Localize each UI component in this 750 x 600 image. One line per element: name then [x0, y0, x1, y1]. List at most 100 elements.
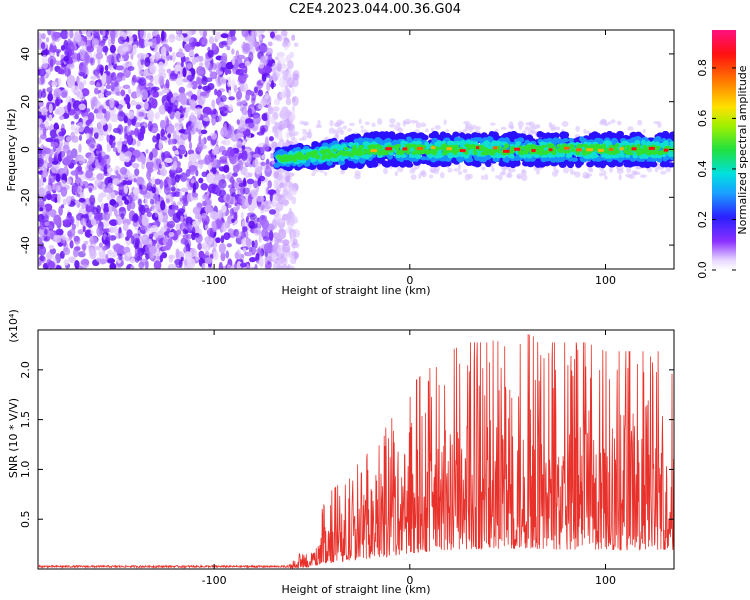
noise-blob — [160, 128, 166, 138]
noise-blob — [69, 228, 76, 237]
noise-blob — [170, 264, 176, 269]
noise-blob — [108, 134, 114, 140]
noise-blob — [109, 219, 118, 227]
halo-blob — [642, 128, 646, 133]
halo-blob — [517, 120, 524, 128]
halo-blob — [633, 171, 638, 176]
noise-blob — [90, 75, 98, 80]
noise-blob — [39, 207, 44, 212]
noise-blob — [289, 255, 296, 264]
noise-blob — [178, 259, 183, 269]
noise-blob — [52, 160, 59, 165]
noise-blob — [158, 139, 163, 151]
noise-blob — [220, 252, 226, 262]
noise-blob — [53, 214, 62, 226]
noise-blob — [160, 30, 165, 42]
noise-blob — [86, 30, 91, 40]
noise-blob — [191, 56, 197, 65]
noise-blob — [167, 133, 172, 139]
noise-blob — [236, 203, 240, 211]
noise-blob — [60, 179, 67, 188]
halo-blob — [575, 125, 581, 132]
noise-blob — [202, 30, 207, 38]
noise-blob — [118, 112, 126, 117]
noise-blob — [177, 144, 186, 155]
halo-blob — [445, 129, 450, 133]
noise-blob — [211, 211, 219, 221]
noise-blob — [207, 135, 212, 141]
halo-blob — [415, 122, 422, 129]
noise-blob — [141, 155, 146, 165]
noise-blob — [136, 52, 146, 60]
noise-blob — [262, 235, 270, 242]
noise-blob — [255, 30, 263, 38]
noise-blob — [159, 254, 164, 263]
noise-blob — [204, 257, 213, 265]
halo-blob — [453, 168, 460, 172]
noise-blob — [94, 87, 99, 95]
noise-blob — [158, 163, 162, 169]
signal-blob — [429, 161, 438, 168]
noise-blob — [55, 60, 62, 66]
noise-blob — [68, 51, 73, 56]
signal-blob — [388, 151, 394, 156]
halo-blob — [334, 121, 342, 128]
noise-blob — [132, 150, 138, 156]
halo-blob — [389, 118, 396, 124]
signal-blob — [492, 157, 500, 163]
noise-blob — [114, 208, 118, 217]
noise-blob — [209, 71, 218, 80]
signal-blob — [543, 160, 551, 167]
halo-blob — [618, 174, 622, 181]
noise-blob — [241, 150, 248, 161]
signal-blob — [485, 160, 492, 168]
noise-blob — [185, 91, 194, 96]
noise-blob — [229, 208, 235, 217]
noise-blob — [115, 233, 122, 239]
noise-blob — [154, 112, 160, 120]
noise-blob — [126, 202, 132, 212]
noise-blob — [109, 191, 116, 199]
noise-blob — [153, 232, 159, 239]
noise-blob — [130, 257, 136, 264]
noise-blob — [136, 88, 141, 98]
noise-blob — [256, 195, 265, 202]
signal-blob — [562, 137, 570, 143]
noise-blob — [184, 251, 193, 259]
halo-blob — [574, 171, 581, 178]
noise-blob — [105, 84, 112, 90]
halo-blob — [508, 124, 515, 129]
signal-blob — [480, 132, 488, 139]
noise-blob — [282, 79, 290, 89]
noise-blob — [175, 33, 184, 42]
noise-blob — [113, 225, 118, 235]
noise-blob — [156, 243, 161, 249]
noise-blob — [181, 205, 186, 214]
noise-blob — [122, 84, 131, 90]
signal-blob — [405, 162, 414, 168]
noise-blob — [58, 131, 65, 137]
noise-blob — [151, 186, 156, 194]
noise-blob — [231, 218, 235, 223]
noise-blob — [131, 118, 136, 126]
noise-blob — [140, 89, 149, 101]
noise-blob — [236, 140, 243, 149]
noise-blob — [153, 260, 162, 269]
noise-blob — [151, 98, 158, 109]
noise-blob — [97, 193, 104, 203]
noise-blob — [221, 265, 227, 269]
noise-blob — [254, 239, 258, 249]
halo-blob — [278, 174, 282, 180]
noise-blob — [61, 150, 65, 161]
noise-blob — [188, 49, 194, 57]
noise-blob — [57, 78, 62, 86]
noise-blob — [119, 166, 128, 175]
noise-blob — [42, 169, 49, 178]
noise-blob — [202, 85, 211, 91]
noise-blob — [181, 30, 188, 34]
noise-blob — [145, 160, 155, 171]
noise-blob — [108, 226, 115, 234]
noise-blob — [159, 119, 166, 130]
noise-blob — [280, 107, 287, 115]
noise-blob — [264, 163, 272, 173]
